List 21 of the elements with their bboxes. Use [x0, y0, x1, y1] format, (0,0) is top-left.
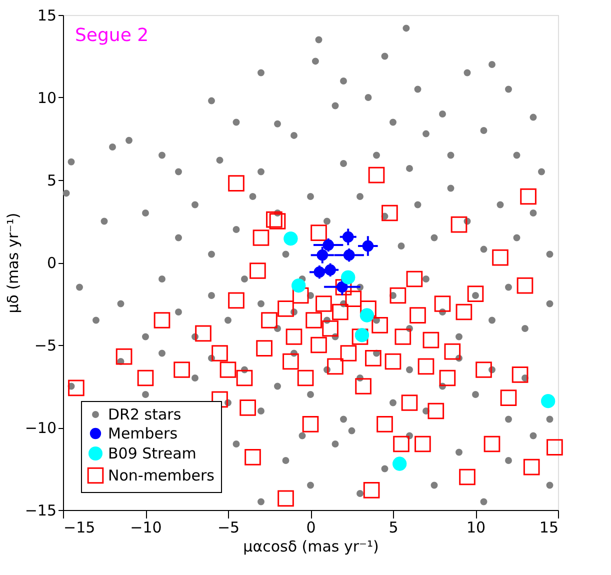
y-tick-label: 15	[37, 6, 56, 24]
y-tick-label: −10	[24, 419, 56, 437]
x-tick-label: −15	[64, 518, 96, 536]
x-tick-label: 5	[388, 518, 398, 536]
y-tick-label: 10	[37, 89, 56, 107]
y-tick-label: 0	[46, 254, 56, 272]
x-tick-label: 10	[466, 518, 486, 536]
y-axis-title: μδ (mas yr⁻¹)	[4, 212, 22, 314]
x-tick-label: −5	[217, 518, 240, 536]
y-tick-label: −15	[24, 502, 56, 520]
legend-label: DR2 stars	[108, 406, 182, 424]
y-tick-label: 5	[46, 172, 56, 190]
x-axis-title: μαcosδ (mas yr⁻¹)	[243, 538, 379, 556]
legend-label: Non-members	[108, 466, 215, 484]
y-tick-label: −5	[34, 336, 56, 354]
x-tick-label: 15	[539, 518, 558, 536]
text: Segue 2	[75, 25, 149, 46]
legend-label: Members	[108, 424, 178, 442]
legend-label: B09 Stream	[108, 444, 196, 462]
x-tick-label: −10	[130, 518, 162, 536]
x-tick-label: 0	[306, 518, 316, 536]
